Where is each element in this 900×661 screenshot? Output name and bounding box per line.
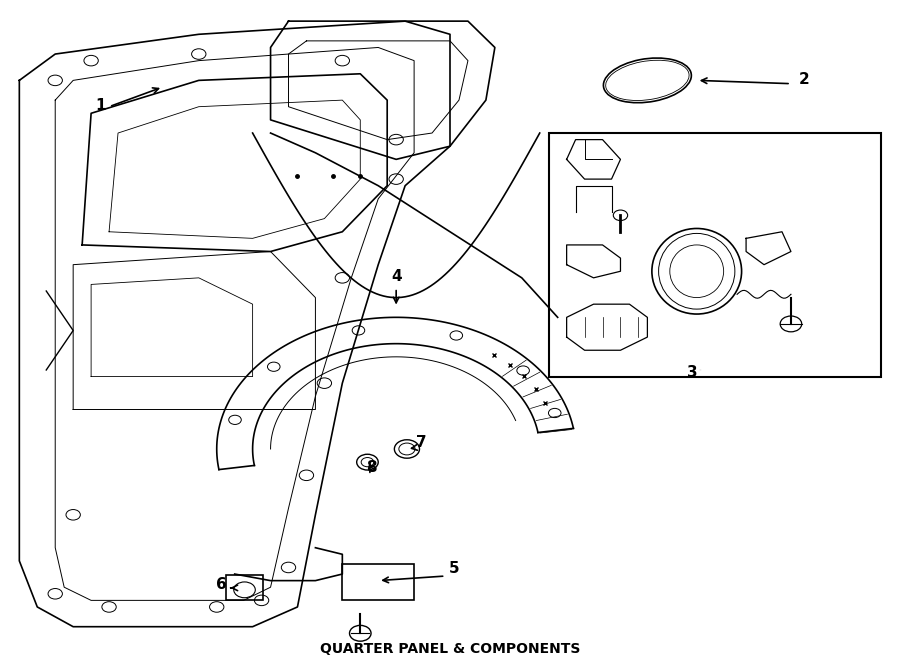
Text: 3: 3 [687,365,698,379]
Text: 6: 6 [216,576,227,592]
Text: QUARTER PANEL & COMPONENTS: QUARTER PANEL & COMPONENTS [320,642,580,656]
Text: 7: 7 [416,435,427,450]
Bar [549,133,881,377]
Text: 2: 2 [799,71,810,87]
Bar [342,564,414,600]
Bar [226,575,264,600]
Text: 4: 4 [391,269,401,284]
Text: 1: 1 [94,98,105,113]
Text: 8: 8 [365,460,376,475]
Text: 5: 5 [449,561,460,576]
